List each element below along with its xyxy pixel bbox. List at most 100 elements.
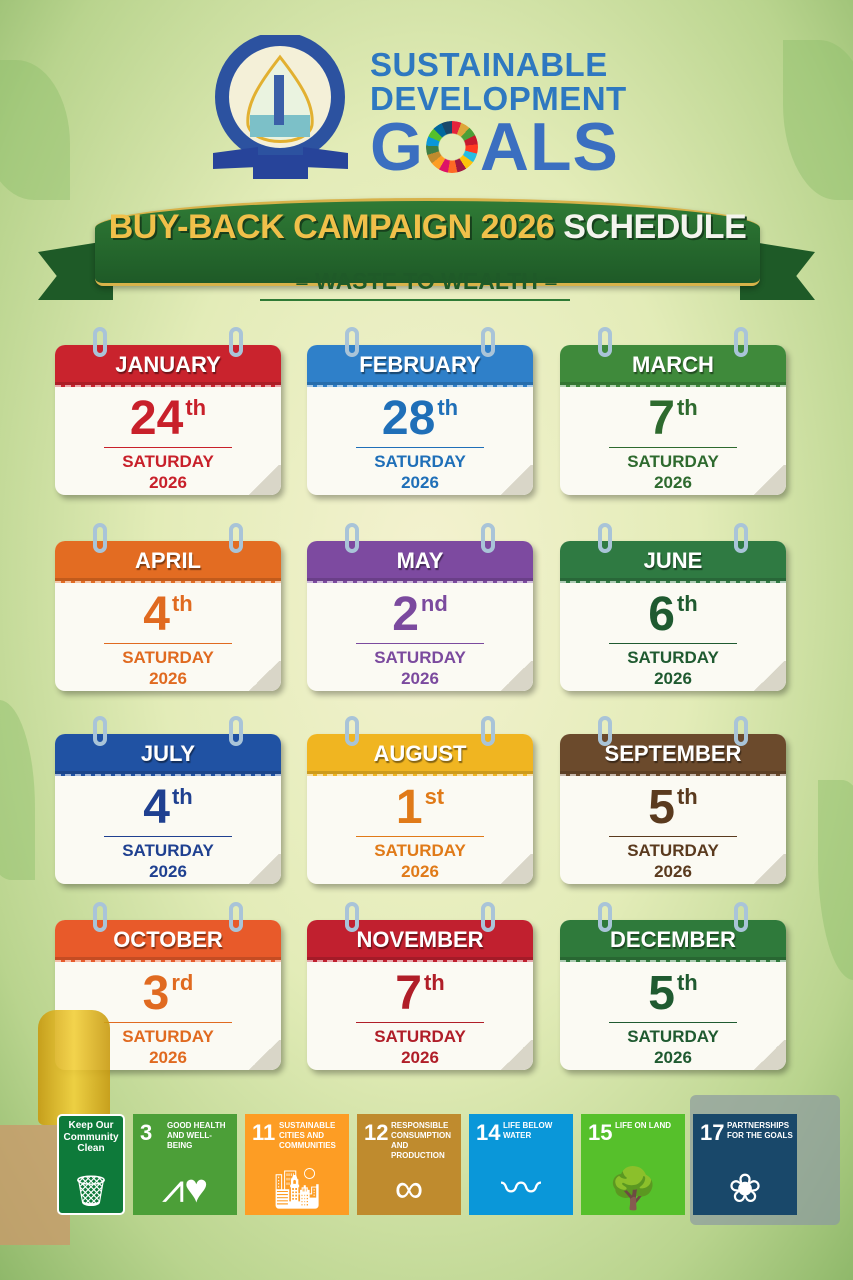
calendar-card-october: OCTOBER 3rd SATURDAY 2026 xyxy=(55,902,281,1070)
month-label: MARCH xyxy=(632,352,714,377)
year-label: 2026 xyxy=(654,862,692,882)
calendar-header: FEBRUARY xyxy=(307,345,533,387)
title-main: BUY-BACK CAMPAIGN 2026 xyxy=(108,207,555,246)
subtitle: = WASTE TO WEALTH = xyxy=(295,268,558,294)
weekday-label: SATURDAY xyxy=(374,1027,466,1046)
calendar-header: JUNE xyxy=(560,541,786,583)
divider xyxy=(104,643,232,644)
divider xyxy=(104,447,232,448)
sdg-label: LIFE ON LAND xyxy=(615,1121,671,1130)
calendar-page: SEPTEMBER 5th SATURDAY 2026 xyxy=(560,734,786,884)
binder-ring-icon xyxy=(345,327,359,357)
sdg-number: 11 xyxy=(252,1120,276,1145)
binder-ring-icon xyxy=(93,902,107,932)
day-suffix: th xyxy=(676,395,698,420)
month-label: FEBRUARY xyxy=(359,352,481,377)
weekday-label: SATURDAY xyxy=(122,452,214,471)
subtitle-underline xyxy=(260,299,570,301)
divider xyxy=(609,1022,737,1023)
binder-ring-icon xyxy=(734,523,748,553)
binder-ring-icon xyxy=(229,523,243,553)
day-number: 24th xyxy=(55,395,281,443)
sdg-tile-14: 14 LIFE BELOW WATER 〰 xyxy=(469,1114,573,1215)
year-label: 2026 xyxy=(654,669,692,689)
binder-ring-icon xyxy=(93,523,107,553)
page-curl xyxy=(499,1040,533,1070)
month-label: MAY xyxy=(396,548,444,573)
binder-ring-icon xyxy=(345,716,359,746)
year-label: 2026 xyxy=(654,1048,692,1068)
binder-ring-icon xyxy=(481,523,495,553)
keep-clean-sign: Keep Our Community Clean 🗑 xyxy=(57,1114,125,1215)
calendar-page: MAY 2nd SATURDAY 2026 xyxy=(307,541,533,691)
goals-g: G xyxy=(370,109,424,185)
month-label: SEPTEMBER xyxy=(604,741,742,766)
header: SUSTAINABLE DEVELOPMENT G ALS xyxy=(200,30,626,190)
fish-icon: 〰 xyxy=(501,1167,541,1211)
month-label: AUGUST xyxy=(373,741,467,766)
decorative-leaf xyxy=(783,40,853,200)
day-number: 6th xyxy=(560,591,786,639)
page-curl xyxy=(247,465,281,495)
page-curl xyxy=(247,661,281,691)
day-value: 2 xyxy=(392,588,419,641)
sdg-number: 14 xyxy=(476,1120,501,1145)
litter-bin-icon: 🗑 xyxy=(71,1175,111,1208)
sdg-label: RESPONSIBLE CONSUMPTION AND PRODUCTION xyxy=(391,1121,451,1160)
city-council-logo xyxy=(213,35,348,179)
sdg-tile-17: 17 PARTNERSHIPS FOR THE GOALS ❀ xyxy=(693,1114,797,1215)
decorative-leaf xyxy=(0,60,70,200)
day-number: 2nd xyxy=(307,591,533,639)
day-number: 7th xyxy=(307,970,533,1018)
calendar-header: JULY xyxy=(55,734,281,776)
day-suffix: th xyxy=(437,395,459,420)
divider xyxy=(356,643,484,644)
day-number: 1st xyxy=(307,784,533,832)
divider xyxy=(356,447,484,448)
day-value: 3 xyxy=(142,967,170,1020)
year-label: 2026 xyxy=(401,473,439,493)
page-curl xyxy=(752,1040,786,1070)
calendar-card-june: JUNE 6th SATURDAY 2026 xyxy=(560,523,786,691)
weekday-label: SATURDAY xyxy=(627,841,719,860)
sdg-label: LIFE BELOW WATER xyxy=(503,1121,553,1140)
binder-ring-icon xyxy=(93,327,107,357)
calendar-page: JUNE 6th SATURDAY 2026 xyxy=(560,541,786,691)
binder-ring-icon xyxy=(345,902,359,932)
oil-bottle-illustration xyxy=(38,1010,110,1125)
day-suffix: th xyxy=(185,395,207,420)
year-label: 2026 xyxy=(401,669,439,689)
day-value: 7 xyxy=(395,967,422,1020)
tree-icon: 🌳 xyxy=(608,1167,658,1211)
page-curl xyxy=(499,465,533,495)
binder-ring-icon xyxy=(598,523,612,553)
day-number: 4th xyxy=(55,591,281,639)
weekday-label: SATURDAY xyxy=(122,648,214,667)
decorative-leaf xyxy=(0,700,35,880)
page-curl xyxy=(752,465,786,495)
binder-ring-icon xyxy=(598,327,612,357)
binder-ring-icon xyxy=(93,716,107,746)
keep-clean-text: Keep Our Community Clean xyxy=(63,1120,119,1154)
divider xyxy=(356,836,484,837)
day-number: 7th xyxy=(560,395,786,443)
calendar-card-december: DECEMBER 5th SATURDAY 2026 xyxy=(560,902,786,1070)
binder-ring-icon xyxy=(481,327,495,357)
calendar-page: JANUARY 24th SATURDAY 2026 xyxy=(55,345,281,495)
day-value: 4 xyxy=(143,588,170,641)
sdg-label: GOOD HEALTH AND WELL-BEING xyxy=(167,1121,226,1150)
weekday-label: SATURDAY xyxy=(627,1027,719,1046)
calendar-card-november: NOVEMBER 7th SATURDAY 2026 xyxy=(307,902,533,1070)
binder-ring-icon xyxy=(481,716,495,746)
day-number: 28th xyxy=(307,395,533,443)
sdg-wheel-icon xyxy=(425,121,478,173)
month-label: JUNE xyxy=(643,548,703,573)
day-number: 4th xyxy=(55,784,281,832)
page-title: BUY-BACK CAMPAIGN 2026 SCHEDULE xyxy=(109,208,747,247)
calendar-header: JANUARY xyxy=(55,345,281,387)
day-suffix: th xyxy=(171,784,193,809)
sdg-label: PARTNERSHIPS FOR THE GOALS xyxy=(727,1121,793,1140)
binder-ring-icon xyxy=(598,902,612,932)
binder-ring-icon xyxy=(734,327,748,357)
calendar-page: JULY 4th SATURDAY 2026 xyxy=(55,734,281,884)
